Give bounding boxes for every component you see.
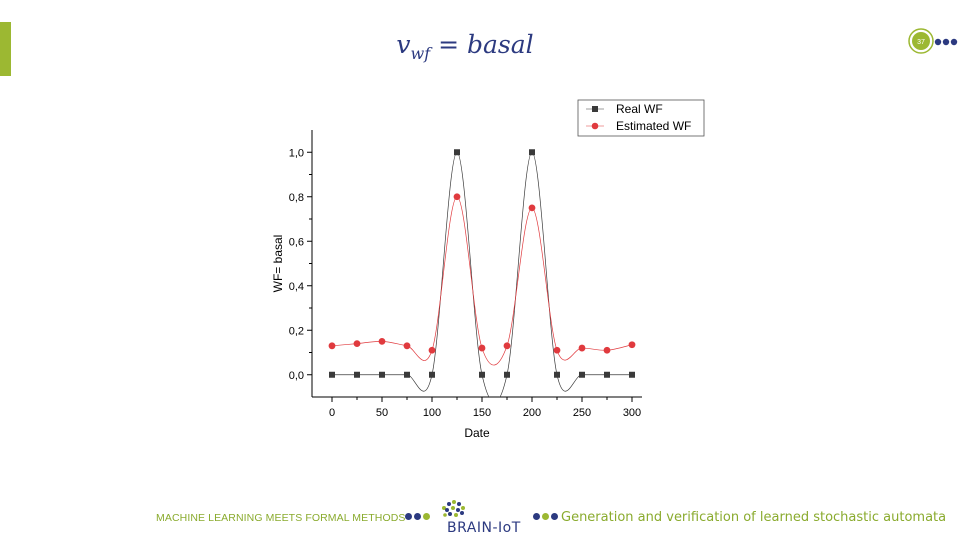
page-number-badge: 37 [908, 28, 958, 54]
data-point [453, 193, 461, 201]
footer-left-text: MACHINE LEARNING MEETS FORMAL METHODS [156, 512, 406, 524]
legend-marker-estimated [591, 122, 599, 130]
data-point [628, 341, 636, 349]
brain-iot-logo-icon [442, 500, 465, 517]
y-tick-label: 0,6 [289, 236, 304, 248]
dot-icon [551, 513, 558, 520]
x-tick-label: 200 [523, 407, 541, 419]
data-point [554, 371, 560, 378]
data-point [354, 371, 360, 378]
y-tick-label: 0,0 [289, 370, 304, 382]
data-point [603, 346, 611, 354]
data-point [329, 371, 335, 378]
axes [311, 130, 642, 398]
data-point [604, 371, 610, 378]
legend-label-real: Real WF [616, 102, 663, 116]
series-layer [328, 149, 636, 397]
legend-marker-real [592, 106, 598, 112]
footer-dots-left [405, 513, 430, 520]
data-point [478, 344, 486, 352]
series-real-wf [329, 149, 635, 397]
title-subscript: wf [410, 44, 431, 63]
dot-icon [542, 513, 549, 520]
x-tick-label: 300 [623, 407, 641, 419]
wf-basal-chart: 0,0 0,2 0,4 0,6 0,8 1,0 0 50 100 150 200 250 300 Dat… [271, 99, 705, 440]
data-point [504, 371, 510, 378]
x-tick-label: 250 [573, 407, 591, 419]
dot-icon [423, 513, 430, 520]
x-tick-label: 50 [376, 407, 388, 419]
x-tick-label: 100 [423, 407, 441, 419]
y-tick-label: 1,0 [289, 147, 304, 159]
data-point [503, 342, 511, 350]
data-point [353, 340, 361, 347]
ticks: 0,0 0,2 0,4 0,6 0,8 1,0 0 50 100 150 200 250 300 [289, 147, 641, 419]
data-point [429, 371, 435, 378]
x-axis-label: Date [464, 426, 490, 440]
data-point [378, 337, 386, 345]
data-point [529, 149, 535, 156]
brain-iot-logo-text: BRAIN-IoT [447, 520, 521, 536]
title-variable: v [396, 30, 411, 59]
series-estimated-wf [328, 193, 636, 366]
y-axis-label: WF= basal [271, 235, 285, 293]
footer-right-text: Generation and verification of learned s… [561, 510, 947, 525]
x-tick-label: 150 [473, 407, 491, 419]
page-number: 37 [917, 39, 925, 46]
data-point [404, 371, 410, 378]
data-point [479, 371, 485, 378]
accent-bar [0, 22, 11, 76]
data-point [578, 344, 586, 352]
data-point [553, 346, 561, 354]
dot-icon [405, 513, 412, 520]
legend: Real WF Estimated WF [577, 99, 705, 137]
footer-dots-right [533, 513, 558, 520]
data-point [379, 371, 385, 378]
data-point [403, 342, 411, 350]
legend-label-estimated: Estimated WF [616, 119, 691, 133]
title-equation: = basal [430, 30, 534, 59]
x-tick-label: 0 [329, 407, 335, 419]
data-point [328, 342, 336, 350]
data-point [428, 346, 436, 354]
dot-icon [414, 513, 421, 520]
y-tick-label: 0,2 [289, 325, 304, 337]
y-tick-label: 0,4 [289, 281, 304, 293]
dot-icon [533, 513, 540, 520]
data-point [629, 371, 635, 378]
y-tick-label: 0,8 [289, 192, 304, 204]
slide-title: vwf = basal [0, 30, 930, 63]
series-line [331, 151, 632, 397]
data-point [454, 149, 460, 156]
series-line [331, 196, 633, 366]
data-point [528, 204, 536, 212]
data-point [579, 371, 585, 378]
